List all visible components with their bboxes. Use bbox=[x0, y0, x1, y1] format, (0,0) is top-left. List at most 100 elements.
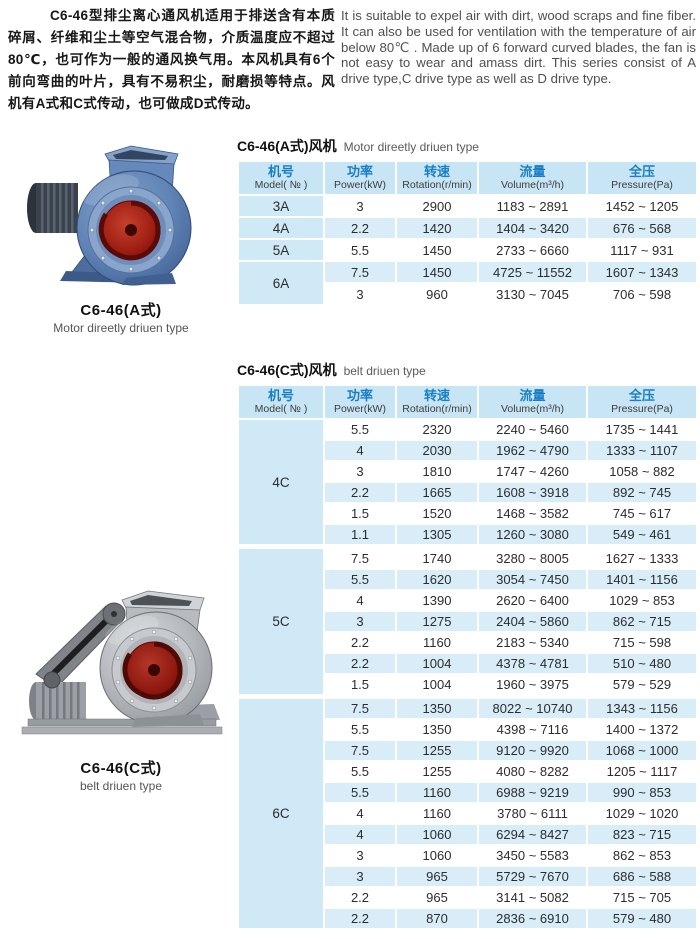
cell-power: 1.5 bbox=[325, 504, 395, 523]
cell-volume: 4080 ~ 8282 bbox=[479, 762, 586, 781]
cell-rotation: 1255 bbox=[397, 762, 477, 781]
table-row: 5.5 1160 6988 ~ 9219 990 ~ 853 bbox=[239, 783, 696, 802]
col-header-en-label: Volume(m³/h) bbox=[500, 403, 564, 415]
col-header-pressure: 全压 Pressure(Pa) bbox=[588, 386, 696, 418]
cell-pressure: 1343 ~ 1156 bbox=[588, 696, 696, 718]
table-row: 4C 5.5 2320 2240 ~ 5460 1735 ~ 1441 bbox=[239, 420, 696, 544]
cell-model: 6A bbox=[239, 262, 323, 304]
cell-power: 1.5 bbox=[325, 675, 395, 694]
col-header-zh-label: 全压 bbox=[628, 388, 655, 403]
cell-volume: 4398 ~ 7116 bbox=[479, 720, 586, 739]
cell-rotation: 1060 bbox=[397, 825, 477, 844]
cell-volume: 4378 ~ 4781 bbox=[479, 654, 586, 673]
cell-pressure: 745 ~ 617 bbox=[588, 504, 696, 523]
table-row: 5.5 1255 4080 ~ 8282 1205 ~ 1117 bbox=[239, 762, 696, 781]
cell-rotation: 1275 bbox=[397, 612, 477, 631]
cell-rotation: 1004 bbox=[397, 675, 477, 694]
table-row: 2.2 870 2836 ~ 6910 579 ~ 480 bbox=[239, 909, 696, 928]
cell-pressure: 1117 ~ 931 bbox=[588, 240, 696, 260]
cell-power: 2.2 bbox=[325, 888, 395, 907]
cell-rotation: 1420 bbox=[397, 218, 477, 238]
table-c-title-en: belt driuen type bbox=[343, 364, 426, 378]
table-row: 5.5 1620 3054 ~ 7450 1401 ~ 1156 bbox=[239, 570, 696, 589]
cell-power: 3 bbox=[325, 462, 395, 481]
cell-power: 5.5 bbox=[325, 720, 395, 739]
col-header-en-label: Rotation(r/min) bbox=[402, 179, 472, 191]
cell-power: 2.2 bbox=[325, 483, 395, 502]
cell-power: 2.2 bbox=[325, 633, 395, 652]
cell-power: 7.5 bbox=[325, 696, 395, 718]
table-row: 4 1390 2620 ~ 6400 1029 ~ 853 bbox=[239, 591, 696, 610]
cell-volume: 1608 ~ 3918 bbox=[479, 483, 586, 502]
col-header-model: 机号 Model( № ) bbox=[239, 162, 323, 194]
col-header-rotation: 转速 Rotation(r/min) bbox=[397, 162, 477, 194]
col-header-en-label: Power(kW) bbox=[334, 403, 386, 415]
cell-volume: 3141 ~ 5082 bbox=[479, 888, 586, 907]
cell-pressure: 1029 ~ 1020 bbox=[588, 804, 696, 823]
cell-volume: 8022 ~ 10740 bbox=[479, 696, 586, 718]
cell-volume: 2404 ~ 5860 bbox=[479, 612, 586, 631]
cell-volume: 1404 ~ 3420 bbox=[479, 218, 586, 238]
cell-rotation: 2900 bbox=[397, 196, 477, 216]
cell-rotation: 1255 bbox=[397, 741, 477, 760]
cell-power: 2.2 bbox=[325, 654, 395, 673]
cell-power: 5.5 bbox=[325, 783, 395, 802]
table-row: 5.5 1350 4398 ~ 7116 1400 ~ 1372 bbox=[239, 720, 696, 739]
cell-pressure: 579 ~ 480 bbox=[588, 909, 696, 928]
figure-fan-a-subcaption: Motor direetly driuen type bbox=[53, 321, 189, 335]
cell-volume: 2240 ~ 5460 bbox=[479, 420, 586, 439]
cell-pressure: 579 ~ 529 bbox=[588, 675, 696, 694]
table-row: 5A 5.5 1450 2733 ~ 6660 1117 ~ 931 bbox=[239, 240, 696, 260]
section-a-type-table: C6-46(A式)风机 Motor direetly driuen type 机号… bbox=[237, 136, 698, 306]
col-header-zh-label: 流量 bbox=[519, 164, 546, 179]
table-row: 1.5 1004 1960 ~ 3975 579 ~ 529 bbox=[239, 675, 696, 694]
table-a-title-zh: C6-46(A式)风机 bbox=[237, 138, 337, 154]
cell-pressure: 686 ~ 588 bbox=[588, 867, 696, 886]
col-header-zh-label: 转速 bbox=[423, 388, 450, 403]
table-row: 3 960 3130 ~ 7045 706 ~ 598 bbox=[239, 284, 696, 304]
cell-model: 3A bbox=[239, 196, 323, 216]
table-row: 3A 3 2900 1183 ~ 2891 1452 ~ 1205 bbox=[239, 196, 696, 216]
table-a-title: C6-46(A式)风机 Motor direetly driuen type bbox=[237, 136, 698, 156]
cell-volume: 1183 ~ 2891 bbox=[479, 196, 586, 216]
cell-power: 4 bbox=[325, 804, 395, 823]
table-row: 6A 7.5 1450 4725 ~ 11552 1607 ~ 1343 bbox=[239, 262, 696, 304]
cell-rotation: 965 bbox=[397, 888, 477, 907]
cell-power: 5.5 bbox=[325, 240, 395, 260]
cell-power: 3 bbox=[325, 612, 395, 631]
cell-rotation: 1620 bbox=[397, 570, 477, 589]
table-row: 4 2030 1962 ~ 4790 1333 ~ 1107 bbox=[239, 441, 696, 460]
cell-volume: 1260 ~ 3080 bbox=[479, 525, 586, 544]
cell-rotation: 1390 bbox=[397, 591, 477, 610]
cell-pressure: 510 ~ 480 bbox=[588, 654, 696, 673]
cell-pressure: 1735 ~ 1441 bbox=[588, 420, 696, 439]
cell-volume: 1960 ~ 3975 bbox=[479, 675, 586, 694]
cell-volume: 6988 ~ 9219 bbox=[479, 783, 586, 802]
table-row: 4A 2.2 1420 1404 ~ 3420 676 ~ 568 bbox=[239, 218, 696, 238]
cell-power: 3 bbox=[325, 846, 395, 865]
cell-pressure: 1401 ~ 1156 bbox=[588, 570, 696, 589]
col-header-en-label: Pressure(Pa) bbox=[611, 179, 673, 191]
cell-pressure: 676 ~ 568 bbox=[588, 218, 696, 238]
cell-model: 6C bbox=[239, 696, 323, 928]
intro-paragraph-zh: C6-46型排尘离心通风机适用于排送含有本质碎屑、纤维和尘土等空气混合物，介质温… bbox=[8, 8, 335, 111]
table-row: 3 965 5729 ~ 7670 686 ~ 588 bbox=[239, 867, 696, 886]
figure-fan-a-caption: C6-46(A式) bbox=[80, 302, 162, 319]
cell-power: 5.5 bbox=[325, 570, 395, 589]
col-header-en-label: Power(kW) bbox=[334, 179, 386, 191]
cell-volume: 1468 ~ 3582 bbox=[479, 504, 586, 523]
col-header-zh-label: 机号 bbox=[267, 388, 294, 403]
cell-rotation: 1350 bbox=[397, 720, 477, 739]
cell-pressure: 1400 ~ 1372 bbox=[588, 720, 696, 739]
cell-power: 5.5 bbox=[325, 762, 395, 781]
col-header-zh-label: 机号 bbox=[267, 164, 294, 179]
cell-model: 5C bbox=[239, 546, 323, 694]
table-row: 7.5 1255 9120 ~ 9920 1068 ~ 1000 bbox=[239, 741, 696, 760]
cell-rotation: 2030 bbox=[397, 441, 477, 460]
fan-a-image bbox=[27, 145, 192, 286]
figure-fan-c: C6-46(C式) belt driuen type bbox=[8, 588, 234, 793]
cell-rotation: 1160 bbox=[397, 633, 477, 652]
cell-pressure: 1068 ~ 1000 bbox=[588, 741, 696, 760]
cell-pressure: 1452 ~ 1205 bbox=[588, 196, 696, 216]
